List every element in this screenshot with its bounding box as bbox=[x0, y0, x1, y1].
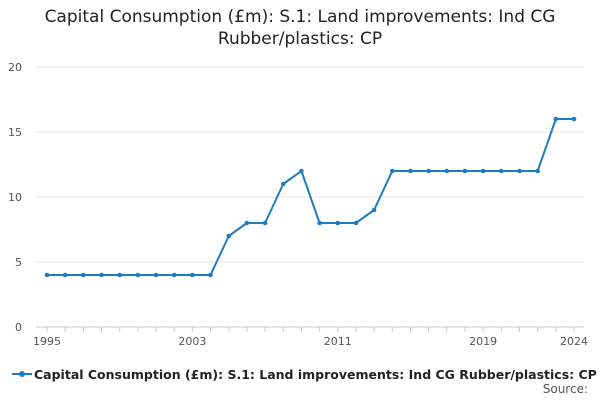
data-point-2001 bbox=[153, 272, 159, 278]
data-point-1999 bbox=[117, 272, 122, 278]
data-point-1995 bbox=[44, 272, 50, 278]
data-point-2017 bbox=[444, 168, 450, 174]
data-point-1997 bbox=[81, 272, 86, 278]
legend-label: Capital Consumption (£m): S.1: Land impr… bbox=[34, 366, 597, 382]
x-tick-label-2011: 2011 bbox=[324, 335, 352, 348]
data-point-2016 bbox=[426, 168, 431, 174]
data-point-2023 bbox=[553, 116, 559, 122]
legend[interactable]: Capital Consumption (£m): S.1: Land impr… bbox=[12, 365, 597, 383]
data-point-2021 bbox=[517, 168, 522, 174]
chart-title-line-1: Capital Consumption (£m): S.1: Land impr… bbox=[44, 7, 556, 27]
data-point-2011 bbox=[335, 220, 341, 226]
data-point-1998 bbox=[99, 272, 104, 278]
data-point-2018 bbox=[462, 168, 468, 174]
data-point-2022 bbox=[535, 168, 540, 174]
data-point-2010 bbox=[317, 220, 322, 226]
data-point-2024 bbox=[571, 116, 577, 122]
chart-title: Capital Consumption (£m): S.1: Land impr… bbox=[0, 6, 600, 50]
data-point-2009 bbox=[299, 168, 304, 174]
series-line-0 bbox=[47, 118, 574, 276]
x-tick-label-2003: 2003 bbox=[178, 335, 206, 348]
data-point-2000 bbox=[135, 272, 141, 278]
data-point-2002 bbox=[171, 272, 177, 278]
legend-swatch-icon bbox=[12, 371, 32, 377]
y-tick-label-15: 15 bbox=[8, 126, 22, 139]
data-point-2014 bbox=[389, 168, 395, 174]
data-point-2003 bbox=[190, 272, 195, 278]
x-tick-label-2019: 2019 bbox=[469, 335, 497, 348]
data-point-2006 bbox=[244, 220, 250, 226]
y-tick-label-20: 20 bbox=[8, 61, 22, 74]
data-point-1996 bbox=[62, 272, 68, 278]
data-point-2012 bbox=[353, 220, 359, 226]
data-point-2008 bbox=[280, 181, 286, 187]
data-point-2019 bbox=[480, 168, 486, 174]
data-point-2020 bbox=[499, 168, 504, 174]
y-tick-label-0: 0 bbox=[15, 321, 22, 334]
x-tick-label-1995: 1995 bbox=[33, 335, 61, 348]
chart-title-line-2: Rubber/plastics: CP bbox=[217, 29, 383, 49]
data-point-2015 bbox=[408, 168, 413, 174]
data-point-2005 bbox=[226, 233, 232, 239]
source-label[interactable]: Source: bbox=[542, 382, 588, 396]
data-point-2013 bbox=[371, 207, 377, 213]
y-tick-label-5: 5 bbox=[15, 256, 22, 269]
x-tick-label-2024: 2024 bbox=[560, 335, 588, 348]
y-tick-label-10: 10 bbox=[8, 191, 22, 204]
data-point-2004 bbox=[208, 272, 213, 278]
data-point-2007 bbox=[262, 220, 268, 226]
